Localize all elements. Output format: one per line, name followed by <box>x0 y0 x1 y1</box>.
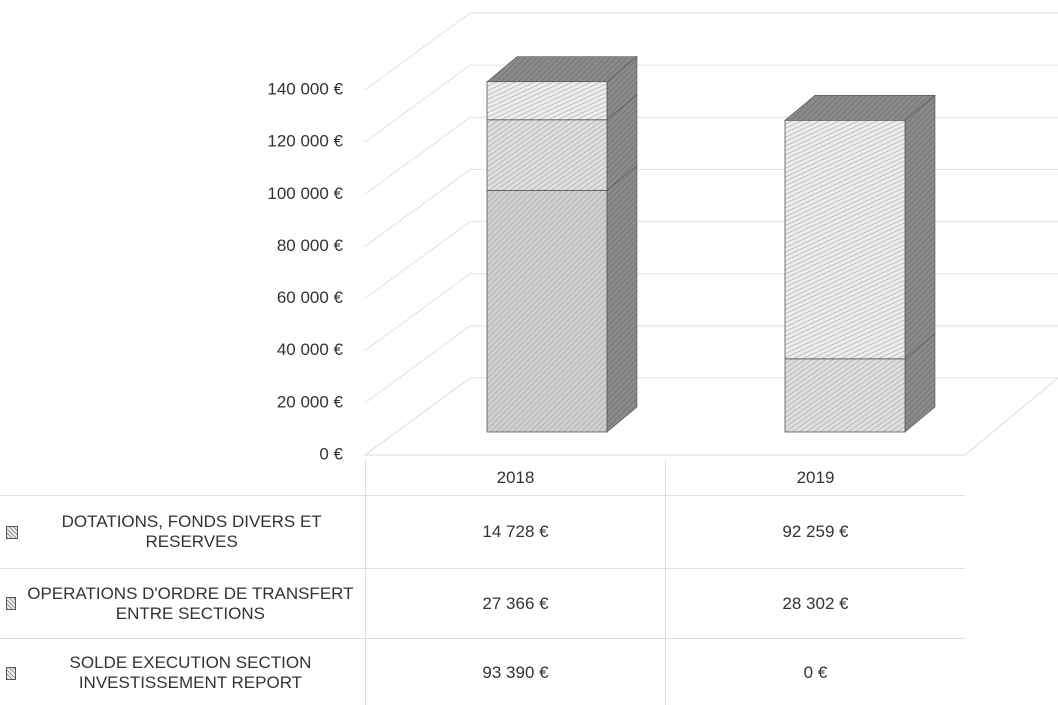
legend-entry: SOLDE EXECUTION SECTION INVESTISSEMENT R… <box>0 639 365 705</box>
x-tick-label: 2018 <box>365 460 665 495</box>
bar-segment <box>486 119 608 191</box>
y-tick-label: 80 000 € <box>277 236 344 255</box>
bar-top <box>784 94 936 121</box>
legend-key <box>6 525 19 539</box>
y-tick-label: 100 000 € <box>267 184 343 203</box>
grid-line <box>364 168 1058 247</box>
bar-segment <box>486 190 608 433</box>
legend-key <box>6 597 16 610</box>
legend-label: DOTATIONS, FONDS DIVERS ET RESERVES <box>61 512 322 551</box>
grid-line <box>364 221 1058 299</box>
value-label: 92 259 € <box>665 496 965 568</box>
value-label: 14 728 € <box>365 496 665 568</box>
empty-cell <box>0 460 365 495</box>
bar-side <box>606 164 638 433</box>
value-label: 93 390 € <box>365 639 665 705</box>
x-tick-label: 2019 <box>665 460 965 495</box>
bar-segment <box>784 119 906 360</box>
y-tick-label: 20 000 € <box>277 392 344 411</box>
value-label: 0 € <box>665 639 965 705</box>
grid-line <box>364 116 1058 195</box>
grid-line <box>364 377 1058 456</box>
y-tick-label: 0 € <box>319 444 343 463</box>
y-tick-label: 60 000 € <box>277 288 344 307</box>
table-row: OPERATIONS D'ORDRE DE TRANSFERT ENTRE SE… <box>0 569 965 639</box>
y-tick-label: 120 000 € <box>267 132 343 151</box>
bar-segment <box>784 358 906 433</box>
value-label: 27 366 € <box>365 569 665 638</box>
table-row: DOTATIONS, FONDS DIVERS ET RESERVES 14 72… <box>0 496 965 569</box>
legend-entry: DOTATIONS, FONDS DIVERS ET RESERVES <box>0 496 365 568</box>
grid-line <box>364 64 1058 143</box>
legend-key <box>6 666 16 680</box>
grid-line <box>364 12 1058 91</box>
y-tick-label: 140 000 € <box>267 79 343 98</box>
data-table: 2018 2019 DOTATIONS, FONDS DIVERS ET RESER… <box>0 460 965 705</box>
legend-label: SOLDE EXECUTION SECTION INVESTISSEMENT R… <box>69 653 312 692</box>
bar-side <box>904 94 936 360</box>
value-label: 28 302 € <box>665 569 965 638</box>
table-header: 2018 2019 <box>0 460 965 496</box>
bar-top <box>486 56 638 82</box>
table-row: SOLDE EXECUTION SECTION INVESTISSEMENT R… <box>0 639 965 705</box>
floor <box>363 377 1058 456</box>
grid-line <box>364 325 1058 404</box>
bar-segment <box>486 81 608 121</box>
grid-line <box>364 273 1058 352</box>
legend-entry: OPERATIONS D'ORDRE DE TRANSFERT ENTRE SE… <box>0 569 365 638</box>
y-tick-label: 40 000 € <box>277 340 344 359</box>
legend-label: OPERATIONS D'ORDRE DE TRANSFERT ENTRE SE… <box>27 583 354 623</box>
